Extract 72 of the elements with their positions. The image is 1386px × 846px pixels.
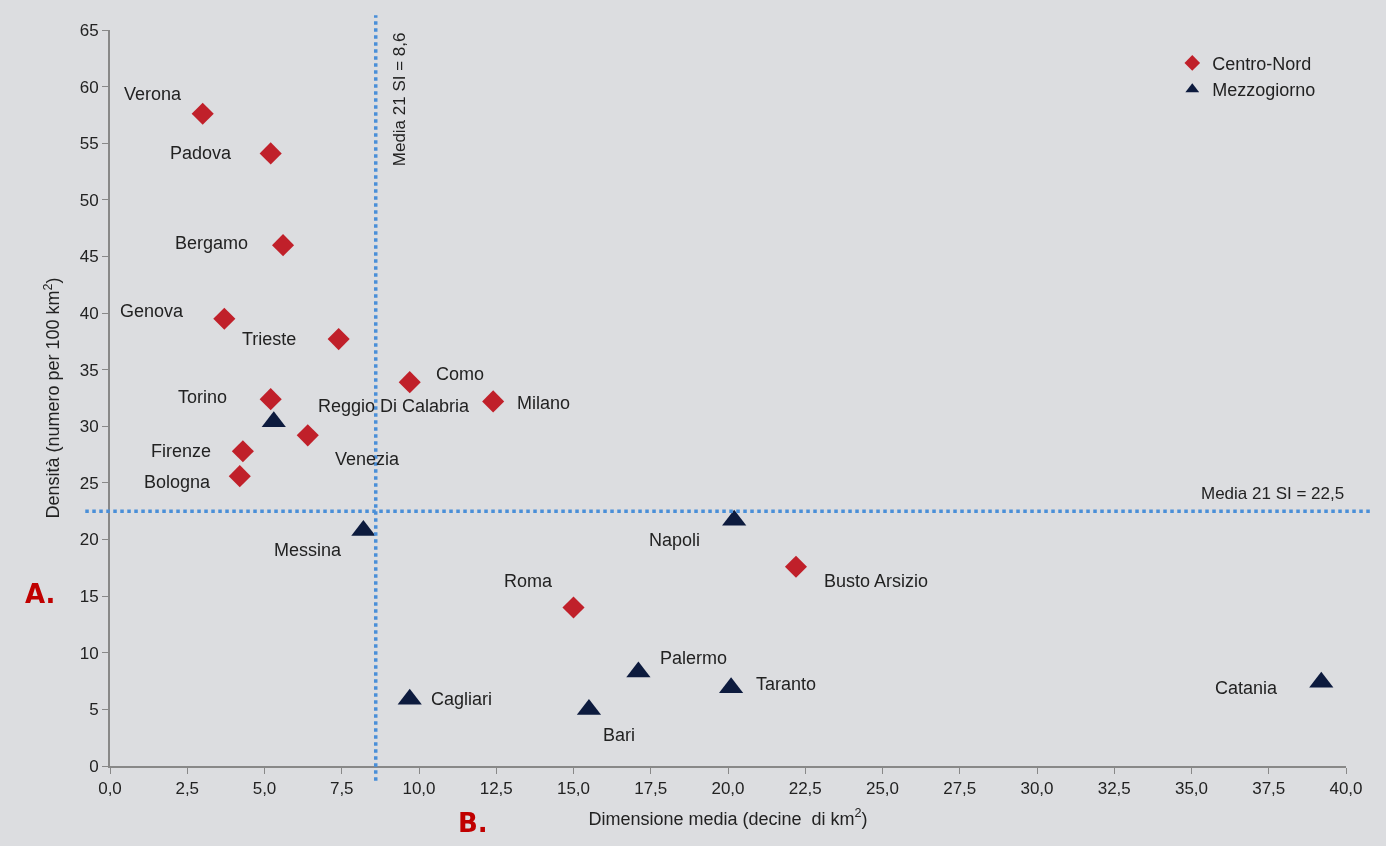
annotation: Taranto bbox=[756, 674, 817, 694]
x-tick-label: 35,0 bbox=[1174, 779, 1209, 799]
point bbox=[296, 424, 319, 447]
point bbox=[191, 102, 214, 125]
annotation: Cagliari bbox=[431, 689, 493, 709]
legend-label: Centro-Nord bbox=[1212, 53, 1312, 74]
y-tick-label: 10 bbox=[79, 643, 99, 663]
point bbox=[259, 388, 282, 411]
x-tick-label: 17,5 bbox=[634, 779, 668, 799]
annotation: Catania bbox=[1215, 678, 1279, 698]
x-tick-label: 30,0 bbox=[1020, 779, 1054, 799]
y-tick-label: 5 bbox=[89, 700, 99, 720]
point bbox=[784, 555, 808, 578]
y-tick-label: 45 bbox=[79, 247, 99, 267]
point bbox=[231, 440, 254, 463]
annotation: Reggio Di Calabria bbox=[318, 396, 471, 416]
annotation: Verona bbox=[124, 84, 183, 104]
y-tick-label: 60 bbox=[79, 77, 99, 97]
annotation: Venezia bbox=[335, 449, 401, 469]
annotation: Messina bbox=[274, 540, 343, 560]
y-tick-label: 40 bbox=[79, 304, 99, 324]
x-tick-label: 5,0 bbox=[252, 779, 277, 799]
x-tick-label: 27,5 bbox=[943, 779, 977, 799]
x-tick-label: 2,5 bbox=[175, 779, 200, 799]
y-tick-label: 0 bbox=[89, 756, 99, 776]
point bbox=[482, 390, 505, 413]
y-tick-label: 55 bbox=[79, 134, 99, 154]
annotation: Como bbox=[436, 364, 485, 384]
y-tick-label: 30 bbox=[79, 417, 99, 437]
y-tick-label: 65 bbox=[79, 20, 99, 40]
point bbox=[327, 328, 350, 351]
point bbox=[228, 465, 251, 488]
x-tick-label: 40,0 bbox=[1329, 779, 1363, 799]
x-tick-label: 10,0 bbox=[402, 779, 436, 799]
text: B. bbox=[458, 808, 488, 838]
legend-label: Mezzogiorno bbox=[1212, 80, 1316, 101]
point bbox=[259, 142, 282, 165]
annotation: Firenze bbox=[151, 441, 212, 461]
x-tick-label: 22,5 bbox=[788, 779, 822, 799]
annotation: Bari bbox=[603, 725, 636, 745]
x-tick-label: 0,0 bbox=[98, 779, 122, 799]
x-tick-label: 12,5 bbox=[479, 779, 513, 799]
y-tick-label: 25 bbox=[79, 473, 99, 493]
y-tick-label: 50 bbox=[79, 190, 99, 210]
annotation: Padova bbox=[170, 143, 233, 163]
x-tick-label: 32,5 bbox=[1097, 779, 1131, 799]
point bbox=[213, 307, 236, 330]
point bbox=[398, 371, 421, 394]
ref-line-label: Media 21 SI = 22,5 bbox=[1201, 484, 1345, 503]
x-axis-title: Dimensione media (decine di km$^{2}$) bbox=[588, 806, 868, 829]
y-tick-label: 35 bbox=[79, 360, 99, 380]
x-tick-label: 25,0 bbox=[865, 779, 900, 799]
point bbox=[562, 596, 585, 619]
text: A. bbox=[25, 579, 56, 609]
annotation: Genova bbox=[120, 301, 185, 321]
ref-line-label: Media 21 SI = 8,6 bbox=[390, 32, 410, 167]
annotation: Palermo bbox=[660, 648, 728, 668]
y-tick-label: 15 bbox=[79, 587, 99, 607]
annotation: Bologna bbox=[144, 472, 212, 492]
x-tick-label: 20,0 bbox=[711, 779, 745, 799]
y-tick-label: 20 bbox=[79, 530, 99, 550]
x-tick-label: 15,0 bbox=[556, 779, 591, 799]
annotation: Trieste bbox=[242, 329, 297, 349]
point bbox=[271, 234, 295, 257]
annotation: Roma bbox=[504, 571, 553, 591]
x-tick-label: 7,5 bbox=[329, 779, 354, 799]
annotation: Busto Arsizio bbox=[824, 571, 929, 591]
annotation: Bergamo bbox=[175, 233, 249, 253]
annotation: Torino bbox=[178, 387, 228, 407]
annotation: Milano bbox=[517, 393, 571, 413]
annotation: Napoli bbox=[649, 530, 701, 550]
x-tick-label: 37,5 bbox=[1252, 779, 1286, 799]
